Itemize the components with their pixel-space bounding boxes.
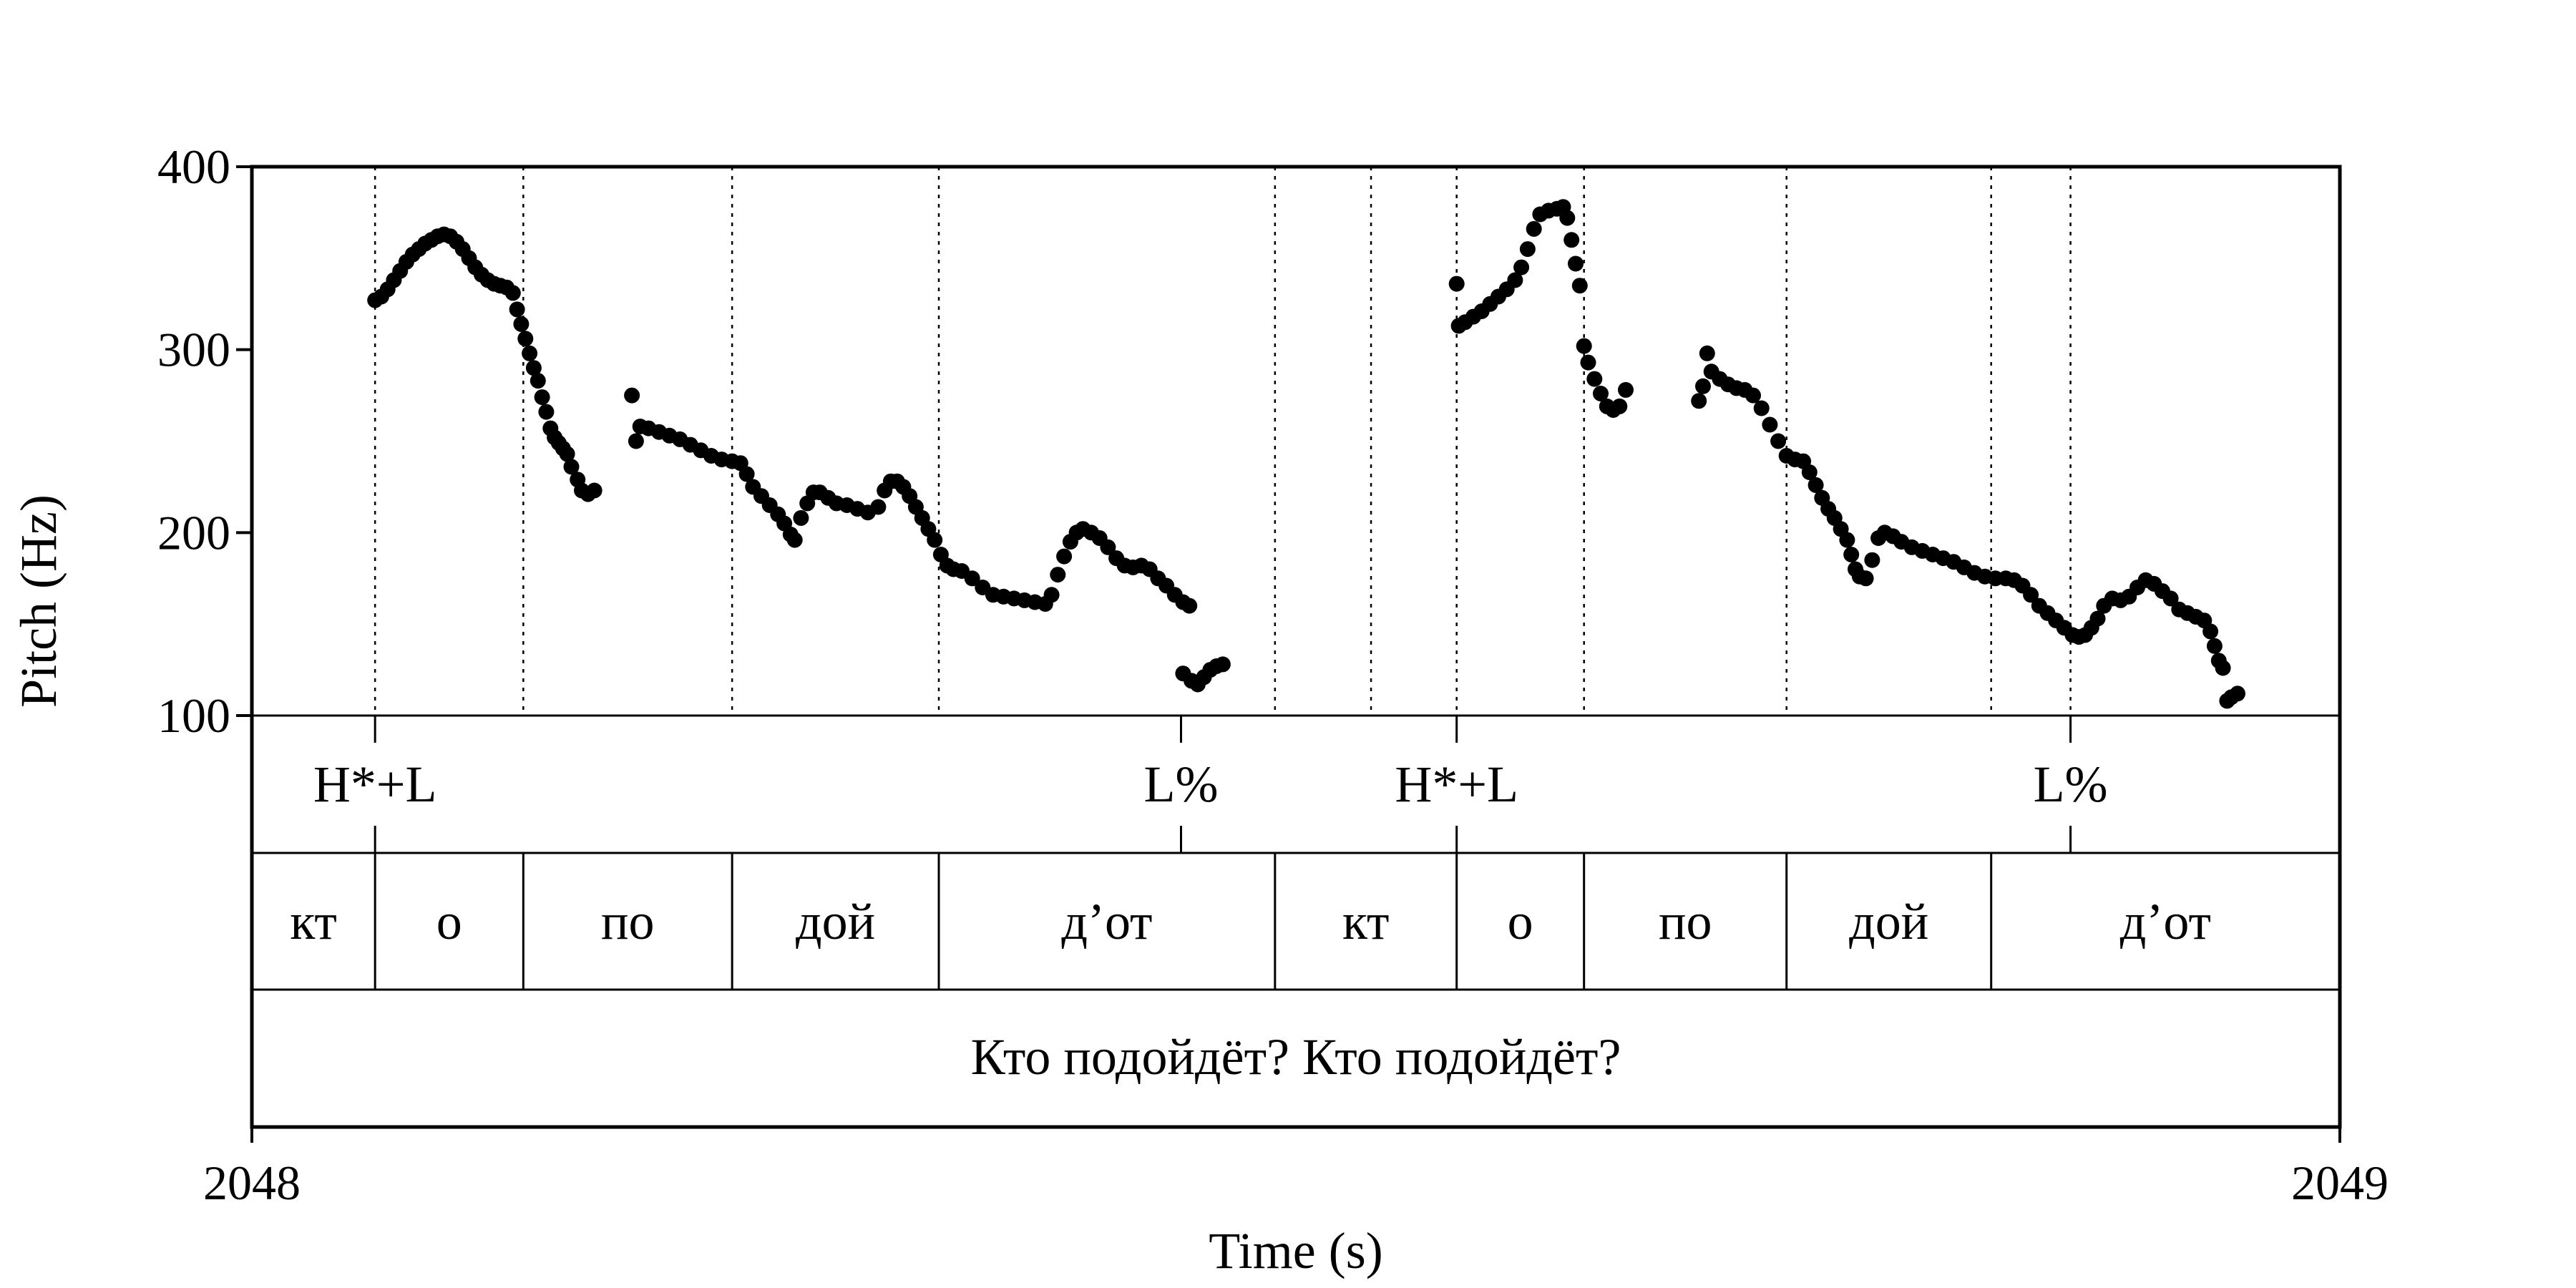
pitch-point bbox=[559, 446, 575, 462]
pitch-point bbox=[1181, 597, 1198, 614]
pitch-point bbox=[563, 459, 580, 475]
pitch-point bbox=[1801, 464, 1818, 480]
pitch-point bbox=[1691, 393, 1707, 409]
syllable-label: дой bbox=[1849, 893, 1928, 950]
tone-label: H*+L bbox=[1395, 756, 1518, 813]
pitch-point bbox=[1568, 255, 1584, 272]
syllable-label: кт bbox=[1342, 893, 1390, 950]
pitch-point bbox=[513, 316, 530, 332]
pitch-point bbox=[2089, 610, 2106, 627]
pitch-point bbox=[534, 389, 550, 406]
pitch-point bbox=[1580, 354, 1596, 371]
pitch-point bbox=[1839, 532, 1855, 548]
y-tick-label: 200 bbox=[157, 505, 230, 560]
pitch-point bbox=[1762, 416, 1778, 433]
syllable-label: дой bbox=[796, 893, 875, 950]
plot-frame bbox=[250, 165, 2342, 1129]
pitch-point bbox=[870, 499, 887, 515]
pitch-point bbox=[1448, 275, 1465, 292]
pitch-point bbox=[1593, 386, 1609, 401]
syllable-label: о bbox=[1508, 893, 1533, 950]
pitch-point bbox=[1526, 220, 1542, 237]
x-axis-title: Time (s) bbox=[1209, 1222, 1382, 1279]
pitch-point bbox=[1100, 539, 1116, 555]
pitch-point bbox=[2162, 590, 2179, 607]
pitch-point bbox=[628, 433, 644, 449]
syllable-label: о bbox=[436, 893, 462, 950]
pitch-point bbox=[1056, 548, 1073, 565]
pitch-point bbox=[786, 532, 803, 548]
pitch-point bbox=[2202, 623, 2219, 640]
pitch-point bbox=[1214, 656, 1231, 673]
y-tick-label: 400 bbox=[157, 140, 230, 194]
x-tick-label: 2049 bbox=[2291, 1156, 2389, 1210]
pitch-point bbox=[1618, 381, 1634, 398]
pitch-point bbox=[1695, 378, 1711, 394]
pitch-point bbox=[1559, 210, 1576, 226]
pitch-point bbox=[624, 387, 640, 404]
pitch-point bbox=[1571, 278, 1588, 294]
syllable-label: д’от bbox=[2120, 893, 2211, 950]
pitch-point bbox=[2023, 587, 2039, 603]
syllable-label: по bbox=[601, 893, 655, 950]
tone-label: L% bbox=[1144, 756, 1219, 813]
pitch-point bbox=[738, 466, 755, 482]
pitch-point bbox=[1864, 552, 1880, 568]
y-axis: 100 200 300 400 bbox=[157, 140, 252, 743]
pitch-point bbox=[1611, 398, 1628, 414]
pitch-point bbox=[793, 509, 809, 526]
pitch-point bbox=[2206, 638, 2223, 654]
pitch-point bbox=[1519, 241, 1536, 258]
pitch-point bbox=[586, 482, 602, 499]
pitch-point bbox=[525, 360, 542, 376]
pitch-point bbox=[1513, 259, 1530, 275]
pitch-point bbox=[1043, 587, 1060, 603]
x-axis: 2048 2049 bbox=[203, 1127, 2389, 1210]
tone-label: H*+L bbox=[313, 756, 437, 813]
pitch-point bbox=[1699, 345, 1715, 361]
pitch-point bbox=[1770, 433, 1787, 449]
pitch-point bbox=[1858, 570, 1874, 587]
pitch-point bbox=[522, 345, 538, 361]
pitch-points bbox=[367, 199, 2245, 709]
pitch-point bbox=[1050, 567, 1066, 583]
pitch-point bbox=[1586, 371, 1603, 387]
syllable-label: кт bbox=[290, 893, 337, 950]
pitch-point bbox=[1843, 547, 1860, 562]
pitch-point bbox=[504, 285, 521, 301]
pitch-point bbox=[1745, 387, 1761, 404]
syllable-label: д’от bbox=[1061, 893, 1152, 950]
pitch-point bbox=[517, 331, 534, 347]
x-tick-label: 2048 bbox=[203, 1156, 301, 1210]
tone-tier: H*+L L% H*+L L% bbox=[313, 716, 2108, 853]
pitch-point bbox=[1807, 477, 1824, 493]
pitch-point bbox=[1563, 232, 1580, 248]
y-axis-title: Pitch (Hz) bbox=[10, 494, 67, 708]
y-tick-label: 300 bbox=[157, 323, 230, 377]
pitch-point bbox=[509, 301, 525, 318]
sentence-label: Кто подойдёт? Кто подойдёт? bbox=[971, 1028, 1621, 1085]
pitch-point bbox=[530, 373, 546, 389]
syllable-tier: кт о по дой д’от кт о по дой д’от bbox=[290, 853, 2211, 990]
pitch-point bbox=[1576, 338, 1592, 354]
pitch-point bbox=[2215, 660, 2231, 676]
y-tick-label: 100 bbox=[157, 688, 230, 743]
pitch-point bbox=[2230, 686, 2245, 702]
pitch-point bbox=[1753, 400, 1770, 416]
pitch-point bbox=[538, 404, 555, 420]
syllable-label: по bbox=[1659, 893, 1712, 950]
pitch-point bbox=[964, 570, 980, 587]
pitch-point bbox=[927, 532, 943, 548]
tone-label: L% bbox=[2034, 756, 2108, 813]
pitch-point bbox=[1507, 272, 1523, 288]
